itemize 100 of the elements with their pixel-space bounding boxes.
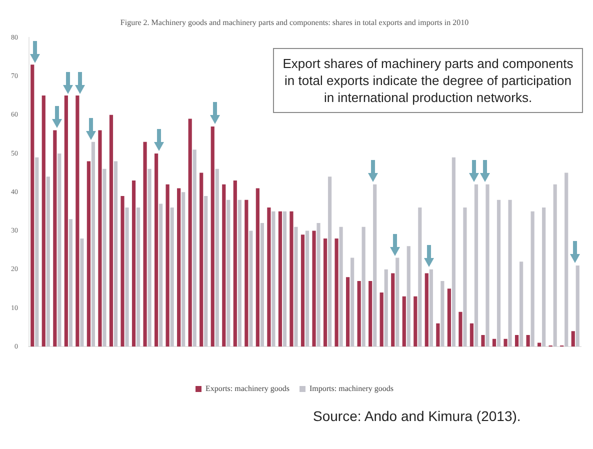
- bar: [328, 176, 332, 347]
- bar: [260, 223, 264, 347]
- bar: [504, 338, 508, 347]
- bar: [305, 230, 310, 347]
- bar: [406, 246, 410, 347]
- bar: [53, 130, 57, 347]
- bar: [114, 161, 118, 347]
- bar: [80, 238, 84, 347]
- bar: [64, 96, 68, 347]
- bar: [170, 208, 174, 347]
- bar: [474, 184, 478, 347]
- bar: [436, 323, 440, 347]
- bar: [564, 172, 568, 347]
- bar: [46, 176, 50, 347]
- bar: [136, 208, 140, 347]
- bar: [226, 200, 230, 347]
- bar: [188, 118, 192, 347]
- bar: [576, 265, 580, 347]
- bar: [481, 335, 485, 347]
- bar: [312, 230, 316, 347]
- bar: [380, 292, 384, 347]
- bar: [300, 234, 305, 347]
- bar: [396, 258, 400, 347]
- bar: [166, 184, 170, 347]
- bar: [470, 323, 474, 347]
- bar: [368, 280, 372, 347]
- bar: [154, 153, 158, 347]
- bar: [334, 238, 338, 347]
- bar: [373, 184, 377, 347]
- bar: [571, 331, 575, 347]
- bar: [125, 208, 129, 347]
- bar: [204, 196, 208, 347]
- bar: [519, 262, 524, 347]
- bar: [210, 126, 214, 347]
- bar: [222, 184, 226, 347]
- bar: [58, 153, 62, 347]
- bar: [267, 208, 271, 347]
- bar: [538, 342, 542, 347]
- chart-title: Figure 2. Machinery goods and machinery parts and components: shares in total exports and imports in 2010: [120, 18, 469, 27]
- bar: [294, 226, 298, 347]
- bar: [91, 142, 96, 347]
- bar: [391, 273, 395, 347]
- bar: [215, 168, 219, 347]
- bar: [102, 168, 106, 347]
- bar: [278, 211, 282, 347]
- bar: [514, 335, 519, 347]
- bar: [68, 219, 72, 347]
- bar: [402, 296, 406, 347]
- bar: [530, 211, 534, 347]
- bar: [418, 208, 422, 347]
- bar: [357, 280, 361, 347]
- bar: [76, 96, 80, 347]
- bar: [282, 211, 287, 347]
- bar: [339, 226, 343, 347]
- bar: [177, 188, 181, 347]
- bar: [429, 269, 433, 347]
- legend-label: Imports: machinery goods: [310, 384, 394, 394]
- annotation: Export shares of machinery parts and components in total exports indicate the degree of participation in international production networks.: [273, 48, 583, 113]
- bar: [440, 280, 444, 347]
- bar: [452, 157, 456, 347]
- bar: [200, 172, 204, 347]
- bar: [486, 184, 490, 347]
- bar: [362, 226, 366, 347]
- bar: [424, 273, 428, 347]
- bar: [148, 168, 152, 347]
- bar: [458, 312, 462, 347]
- bar: [244, 200, 248, 347]
- bar: [323, 238, 328, 347]
- bar: [159, 204, 163, 347]
- bar: [86, 161, 91, 347]
- bar: [526, 335, 530, 347]
- bar: [35, 157, 39, 347]
- bar: [182, 192, 186, 347]
- source-note: Source: Ando and Kimura (2013).: [313, 408, 521, 424]
- bar: [346, 277, 350, 347]
- legend-label: Exports: machinery goods: [206, 384, 290, 394]
- bar: [249, 230, 253, 347]
- bar: [132, 180, 136, 347]
- bar: [463, 208, 467, 347]
- bar: [553, 184, 557, 347]
- bar: [143, 142, 147, 347]
- bar: [98, 130, 102, 347]
- bar: [42, 96, 46, 347]
- bar: [256, 188, 260, 347]
- bar: [496, 200, 501, 347]
- bar: [316, 223, 320, 347]
- bar: [447, 288, 451, 347]
- bar: [350, 258, 354, 347]
- bar: [233, 180, 237, 347]
- bar: [238, 200, 242, 347]
- bar: [30, 64, 34, 347]
- bar: [192, 150, 196, 347]
- bar: [384, 269, 388, 347]
- bar: [492, 338, 496, 347]
- bar: [542, 208, 546, 347]
- bar: [414, 296, 418, 347]
- bar: [290, 211, 294, 347]
- bar: [508, 200, 512, 347]
- bar: [120, 196, 124, 347]
- bar: [272, 211, 276, 347]
